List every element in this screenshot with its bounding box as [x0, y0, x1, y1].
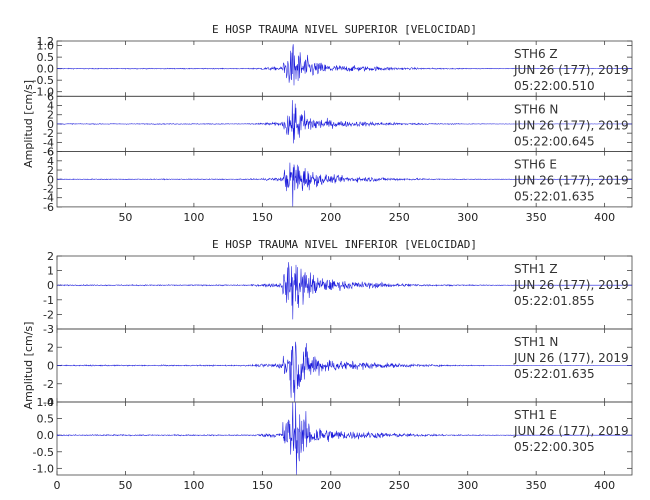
trace-panel-sth1-e: 1.0 0.5 0.0 -0.5 -1.0 STH1 E JUN 26 (177), 201…: [33, 396, 633, 476]
y-tick-label: 0: [47, 118, 54, 131]
y-tick-label: 0.5: [37, 413, 55, 426]
trace-time-label: 05:22:01.635: [514, 367, 595, 381]
x-tick-label: 100: [183, 211, 204, 224]
x-tick-label: 50: [118, 479, 132, 492]
trace-date-label: JUN 26 (177), 2019: [513, 424, 629, 438]
y-tick-label: -1.0: [33, 462, 54, 475]
x-tick-label: 350: [526, 211, 547, 224]
y-tick-label: 0: [47, 173, 54, 186]
y-axis-label: Amplitud [cm/s]: [22, 80, 35, 168]
y-tick-label: 1.0: [37, 40, 55, 53]
y-tick-label: 1.0: [37, 396, 55, 409]
y-tick-label: -3: [43, 323, 54, 336]
y-tick-label: -1.0: [33, 86, 54, 99]
station-component-label: STH6 E: [514, 158, 557, 172]
seismic-trace: [57, 44, 632, 86]
y-tick-label: 0: [47, 279, 54, 292]
seismic-trace: [57, 262, 632, 320]
seismic-trace: [57, 402, 632, 475]
station-component-label: STH6 Z: [514, 47, 558, 61]
station-component-label: STH6 N: [514, 102, 558, 116]
trace-time-label: 05:22:00.510: [514, 79, 595, 93]
trace-panel-sth1-z: 2 10 -1-2 -3 STH1 Z JUN 26 (177), 2019 05:22:0…: [43, 250, 633, 336]
x-tick-label: 250: [389, 479, 410, 492]
y-tick-label: 0.0: [37, 63, 55, 76]
y-tick-label: -6: [43, 146, 54, 159]
x-tick-label: 400: [594, 479, 615, 492]
y-tick-label: 2: [47, 164, 54, 177]
y-tick-label: 6: [47, 146, 54, 159]
x-tick-label: 250: [389, 211, 410, 224]
x-tick-label: 200: [320, 479, 341, 492]
trace-time-label: 05:22:00.305: [514, 440, 595, 454]
trace-date-label: JUN 26 (177), 2019: [513, 278, 629, 292]
y-tick-label: -1: [43, 294, 54, 307]
upper-level-seismogram-group: E HOSP TRAUMA NIVEL SUPERIOR [VELOCIDAD]…: [22, 23, 633, 224]
y-tick-label: -0.5: [33, 74, 54, 87]
y-tick-label: 0.5: [37, 51, 55, 64]
y-tick-label: 0.0: [37, 429, 55, 442]
x-tick-label: 300: [457, 479, 478, 492]
station-component-label: STH1 Z: [514, 262, 558, 276]
y-tick-label: 2: [47, 341, 54, 354]
trace-date-label: JUN 26 (177), 2019: [513, 351, 629, 365]
y-tick-label: 4: [47, 100, 54, 113]
x-tick-label: 0: [54, 479, 61, 492]
x-tick-label: 150: [252, 479, 273, 492]
y-tick-label: -2: [43, 378, 54, 391]
station-component-label: STH1 E: [514, 408, 557, 422]
y-tick-label: 0: [47, 360, 54, 373]
trace-time-label: 05:22:00.645: [514, 134, 595, 148]
x-tick-label: 400: [594, 211, 615, 224]
trace-date-label: JUN 26 (177), 2019: [513, 118, 629, 132]
y-axis-label: Amplitud [cm/s]: [22, 322, 35, 410]
trace-panel-sth6-z: 1.21.00.50.0-0.5-1.0 STH6 Z JUN 26 (177), …: [33, 35, 633, 99]
x-tick-label: 50: [118, 211, 132, 224]
y-tick-label: 1.2: [37, 35, 55, 48]
y-tick-label: 2: [47, 109, 54, 122]
trace-date-label: JUN 26 (177), 2019: [513, 174, 629, 188]
y-tick-label: -4: [43, 136, 54, 149]
panel-frame: [56, 401, 633, 476]
trace-panel-sth1-n: 2 0 -2 -4 STH1 N JUN 26 (177), 2019 05:22:01.6…: [43, 328, 633, 409]
trace-time-label: 05:22:01.855: [514, 294, 595, 308]
y-tick-label: -6: [43, 201, 54, 214]
station-component-label: STH1 N: [514, 335, 558, 349]
chart-title: E HOSP TRAUMA NIVEL SUPERIOR [VELOCIDAD]: [212, 23, 477, 36]
x-tick-label: 100: [183, 479, 204, 492]
chart-title: E HOSP TRAUMA NIVEL INFERIOR [VELOCIDAD]: [212, 238, 477, 251]
seismic-trace: [57, 162, 632, 207]
x-tick-label: 150: [252, 211, 273, 224]
seismic-trace: [57, 100, 632, 144]
y-tick-label: 1: [47, 265, 54, 278]
y-tick-label: -4: [43, 192, 54, 205]
y-tick-label: -2: [43, 182, 54, 195]
y-tick-label: 4: [47, 155, 54, 168]
y-tick-label: -2: [43, 127, 54, 140]
trace-time-label: 05:22:01.635: [514, 190, 595, 204]
x-tick-label: 350: [526, 479, 547, 492]
y-tick-label: -0.5: [33, 446, 54, 459]
trace-date-label: JUN 26 (177), 2019: [513, 63, 629, 77]
x-tick-label: 200: [320, 211, 341, 224]
x-tick-label: 300: [457, 211, 478, 224]
lower-level-seismogram-group: E HOSP TRAUMA NIVEL INFERIOR [VELOCIDAD]…: [22, 238, 633, 492]
y-tick-label: -4: [43, 396, 54, 409]
y-tick-label: 6: [47, 90, 54, 103]
seismic-trace: [57, 341, 632, 402]
y-tick-label: -2: [43, 308, 54, 321]
y-tick-label: 2: [47, 250, 54, 263]
